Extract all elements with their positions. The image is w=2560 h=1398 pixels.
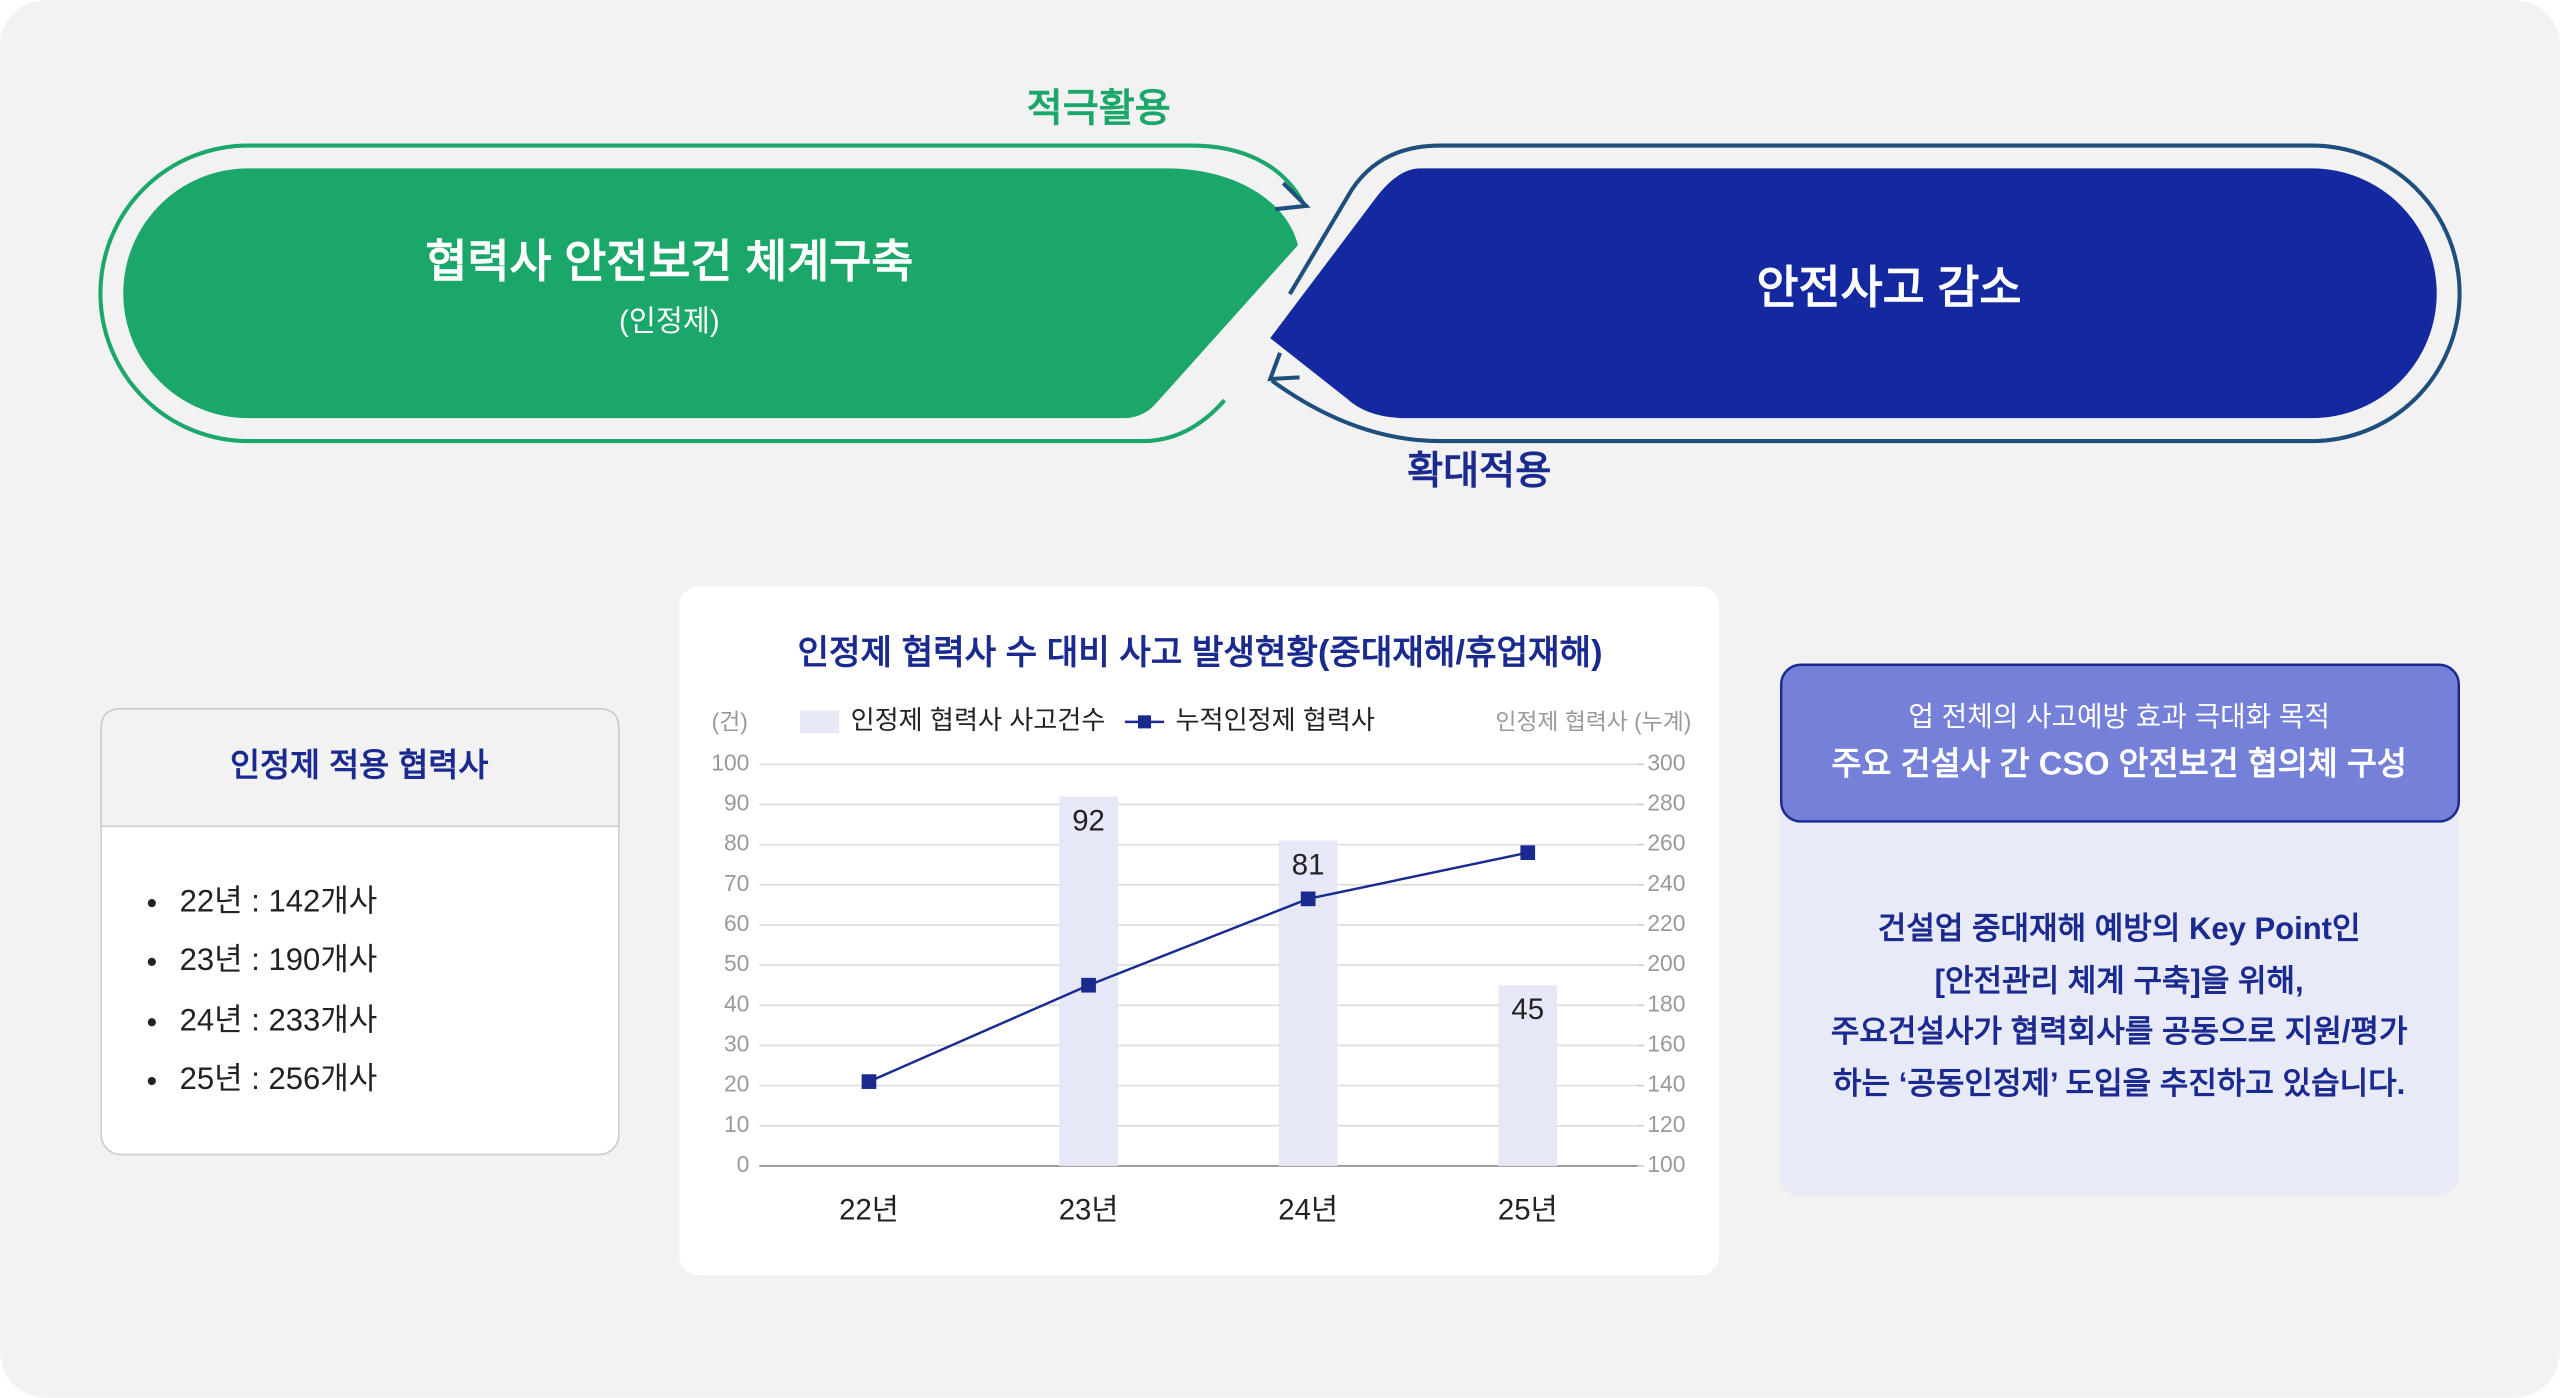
y-tick-label: 70 [724, 870, 749, 896]
body-line: 건설업 중대재해 예방의 Key Point인 [1878, 911, 2361, 946]
chart-card [679, 586, 1720, 1276]
y-tick-label: 20 [724, 1071, 749, 1097]
arrow-head [1274, 181, 1311, 212]
bar [1498, 985, 1558, 1166]
top-label: 적극활용 [1027, 88, 1171, 131]
bar [1278, 840, 1338, 1166]
y-tick-label: 50 [724, 950, 749, 976]
y2-tick-label: 280 [1647, 790, 1685, 816]
y2-axis-label: 인정제 협력사 (누계) [1495, 709, 1691, 735]
line-marker [1081, 977, 1096, 993]
green-outline [98, 143, 1305, 444]
body-line: 하는 ‘공동인정제’ 도입을 추진하고 있습니다. [1833, 1066, 2405, 1101]
line-marker [861, 1074, 877, 1089]
body-line: 주요건설사가 협력회사를 공동으로 지원/평가 [1831, 1014, 2408, 1049]
left-box-title: 인정제 적용 협력사 [230, 746, 488, 783]
data-label: 92 [1072, 804, 1105, 837]
bullet [147, 899, 156, 908]
y-tick-label: 100 [711, 749, 749, 775]
y2-tick-label: 200 [1647, 950, 1685, 976]
y2-tick-label: 300 [1647, 749, 1685, 775]
legend-label: 누적인정제 협력사 [1176, 705, 1375, 735]
green-shape [123, 168, 1298, 419]
y-tick-label: 30 [724, 1030, 749, 1056]
y2-tick-label: 160 [1647, 1030, 1685, 1056]
data-label: 81 [1292, 849, 1325, 882]
right-box-body: 건설업 중대재해 예방의 Key Point인 [안전관리 체계 구축]을 위해… [1831, 911, 2408, 1101]
left-subtitle: (인정제) [619, 305, 720, 338]
y-tick-label: 0 [737, 1151, 750, 1177]
bullet [147, 1076, 156, 1086]
chart: 0 10 20 30 40 50 60 70 80 90 100 100 120 140 160 180 200… [711, 705, 1685, 1227]
y2-tick-label: 260 [1647, 830, 1685, 856]
y-tick-label: 80 [724, 830, 749, 856]
arrow-head [1267, 352, 1300, 382]
list-item: 22년 : 142개사 [180, 883, 378, 918]
line [868, 851, 1529, 1083]
legend-swatch [800, 710, 840, 734]
legend-swatch [1137, 715, 1152, 729]
x-tick-label: 24년 [1278, 1193, 1338, 1226]
header-title: 주요 건설사 간 CSO 안전보건 협의체 구성 [1831, 745, 2407, 782]
left-box-header [100, 707, 620, 828]
y2-tick-label: 240 [1647, 870, 1685, 896]
y-axis-label: (건) [712, 709, 748, 735]
left-box-list: 22년 : 142개사 23년 : 190개사 24년 : 233개사 25년 … [147, 883, 378, 1096]
x-tick-label: 25년 [1498, 1193, 1558, 1226]
bottom-label: 확대적용 [1407, 450, 1551, 493]
line-marker [1300, 891, 1316, 907]
blue-shape [1270, 168, 2437, 419]
y2-tick-label: 180 [1647, 990, 1685, 1016]
y2-tick-label: 140 [1647, 1071, 1685, 1097]
x-tick-label: 23년 [1059, 1193, 1119, 1226]
y2-tick-label: 120 [1647, 1111, 1685, 1137]
data-label: 45 [1511, 993, 1544, 1026]
bullet [147, 1018, 156, 1027]
y2-tick-label: 100 [1647, 1151, 1685, 1177]
chart-title: 인정제 협력사 수 대비 사고 발생현황(중대재해/휴업재해) [797, 634, 1602, 672]
legend-label: 인정제 협력사 사고건수 [851, 705, 1106, 735]
list-item: 23년 : 190개사 [180, 942, 378, 977]
y-tick-label: 60 [724, 910, 749, 936]
blue-outline [1270, 143, 2462, 444]
y-tick-label: 40 [724, 990, 749, 1016]
y-tick-label: 10 [724, 1111, 749, 1137]
y-tick-label: 90 [724, 790, 749, 816]
body-line: [안전관리 체계 구축]을 위해, [1935, 963, 2304, 998]
right-title: 안전사고 감소 [1756, 262, 2021, 313]
y2-tick-label: 220 [1647, 910, 1685, 936]
left-title: 협력사 안전보건 체계구축 [425, 236, 913, 287]
bullet [147, 957, 156, 966]
list-item: 24년 : 233개사 [180, 1002, 378, 1037]
right-box-header [1780, 663, 2460, 823]
x-tick-label: 22년 [839, 1193, 899, 1226]
list-item: 25년 : 256개사 [180, 1061, 378, 1096]
line-marker [1520, 845, 1536, 861]
header-subtitle: 업 전체의 사고예방 효과 극대화 목적 [1908, 701, 2329, 732]
